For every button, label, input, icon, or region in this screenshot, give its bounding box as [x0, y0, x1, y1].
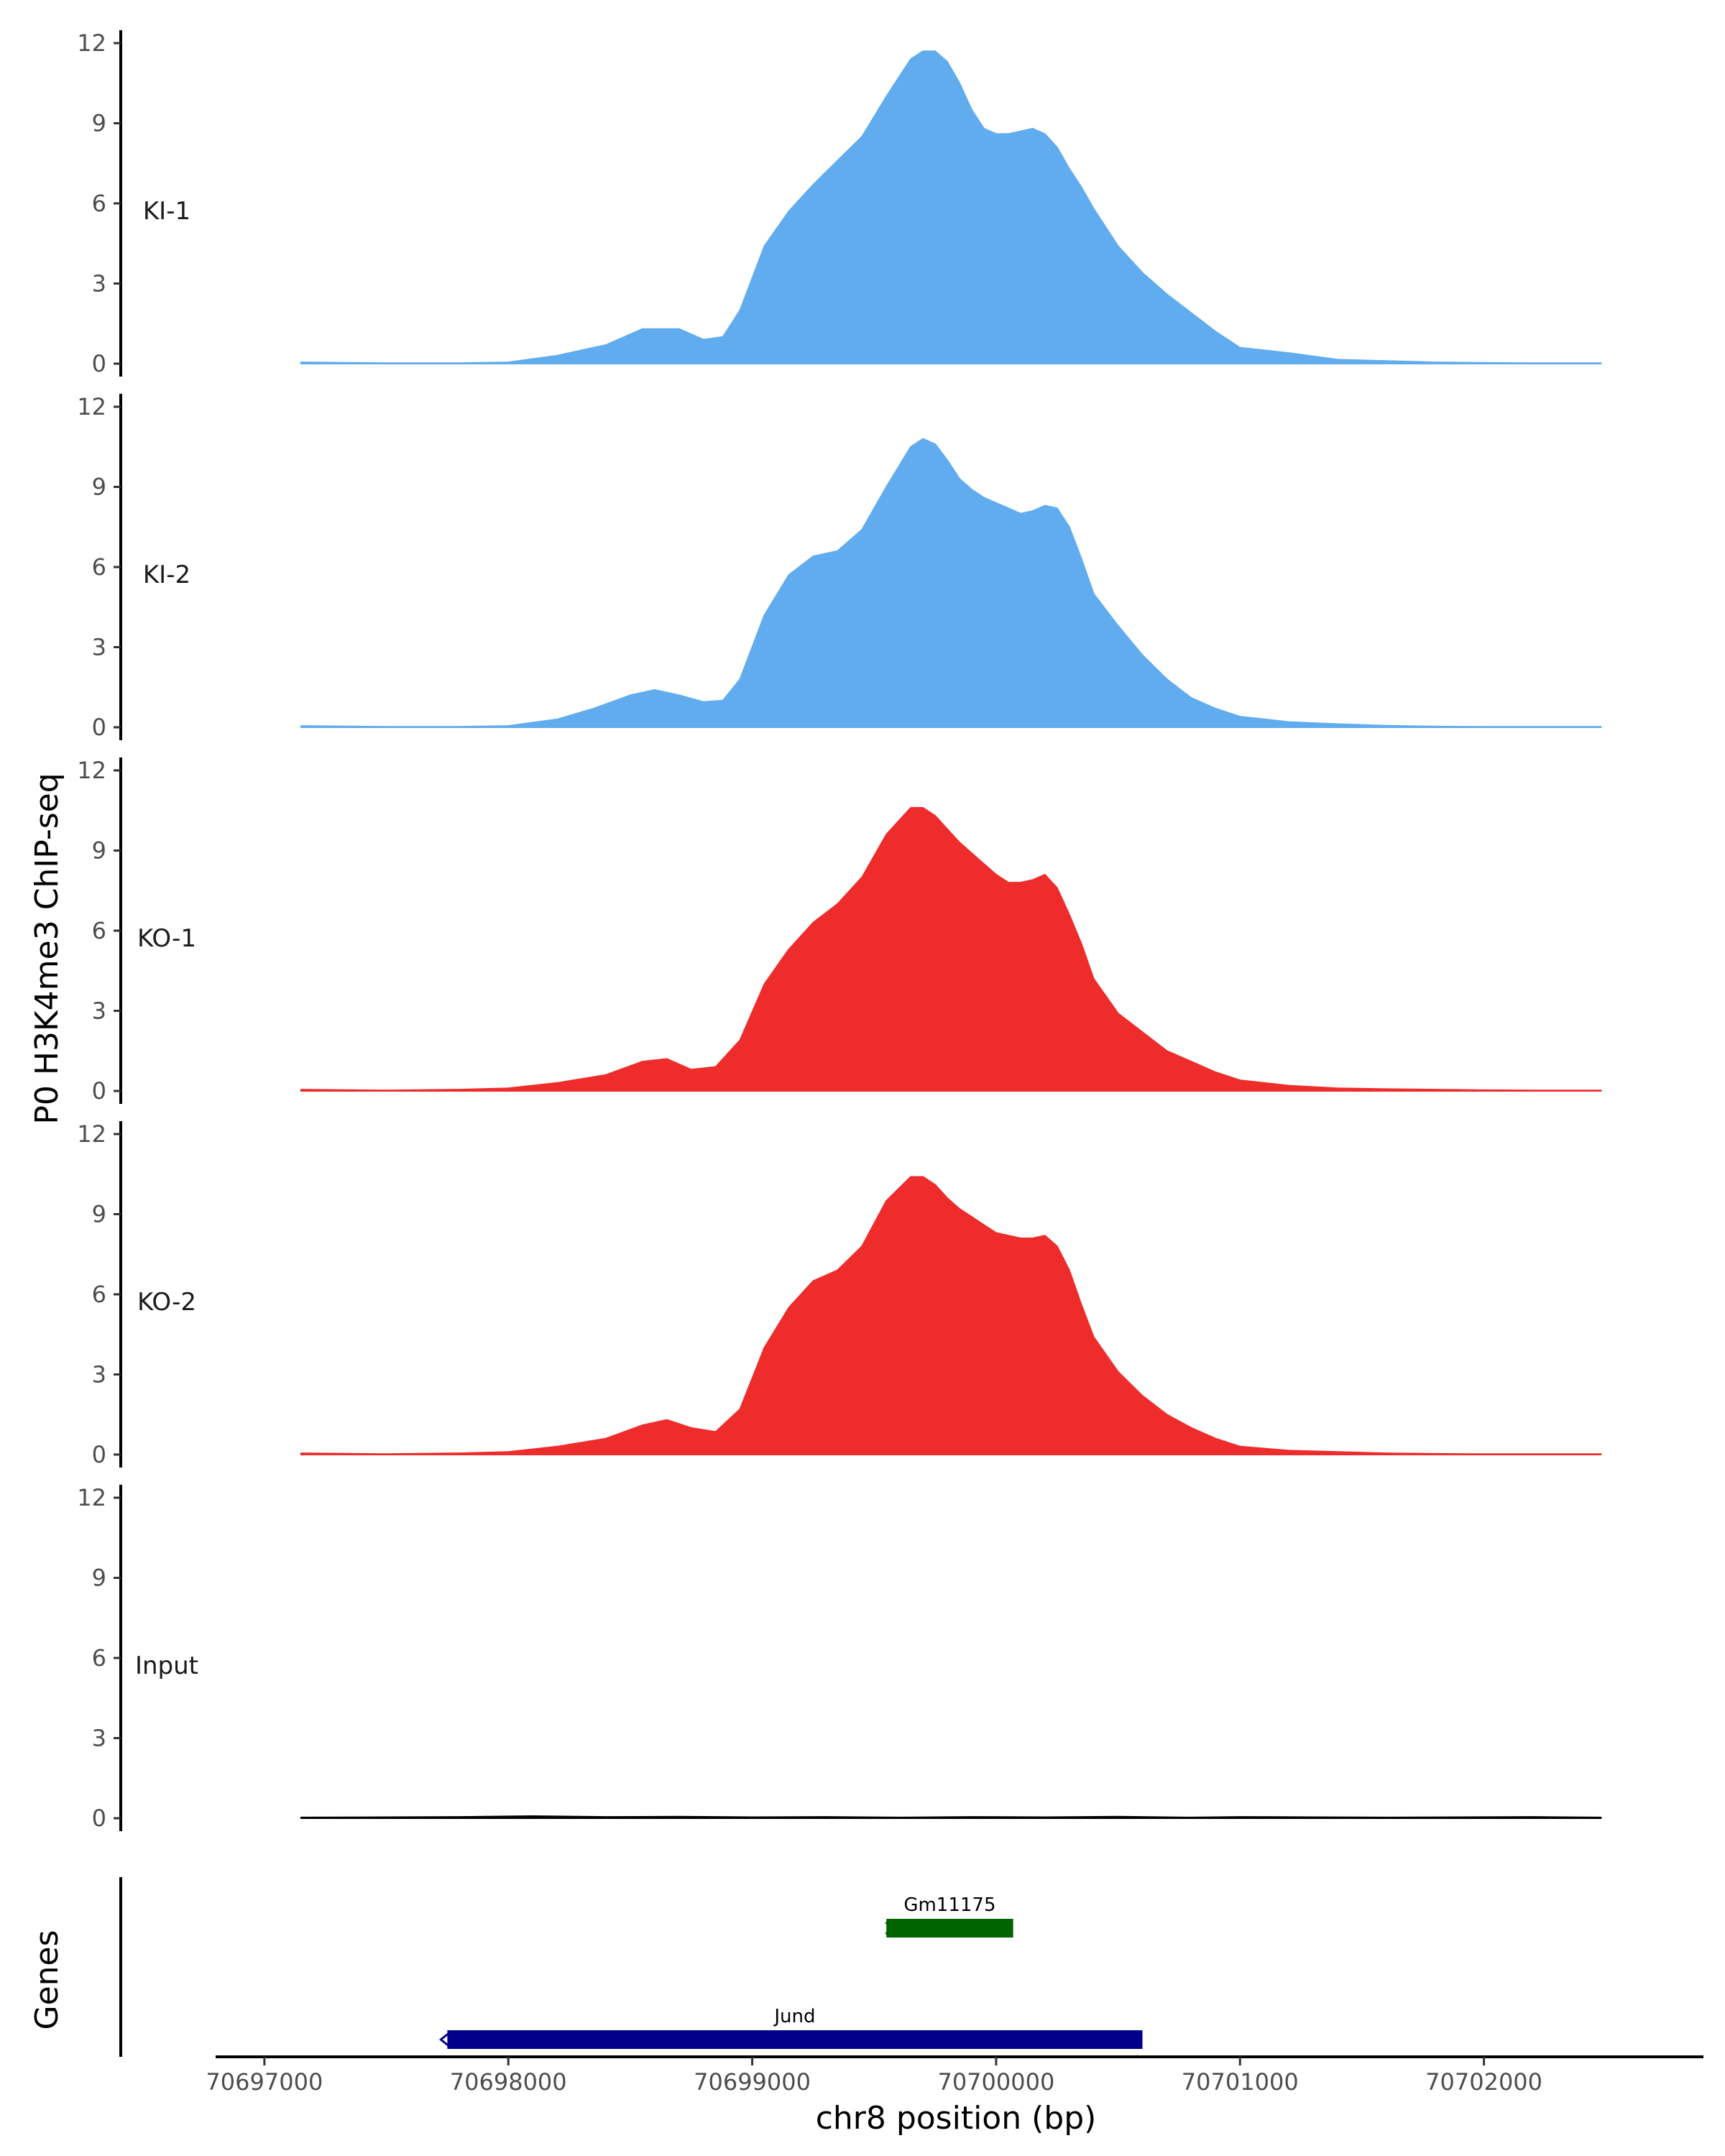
x-tick-label: 70701000 — [1182, 2068, 1299, 2096]
gene-jund: Jund — [438, 2006, 1143, 2049]
gene-gm11175: Gm11175 — [885, 1894, 1013, 1938]
y-tick-label: 3 — [92, 634, 106, 661]
y-tick-label: 0 — [92, 350, 106, 377]
gene-label: Gm11175 — [903, 1894, 995, 1916]
strand-arrow — [438, 2032, 449, 2047]
coverage-area-ko-1 — [300, 807, 1602, 1092]
coverage-area-ki-2 — [300, 438, 1602, 728]
track-ko-1: 0 3 6 9 12 KO-1 — [77, 757, 1602, 1105]
x-tick-label: 70698000 — [450, 2068, 567, 2096]
y-tick-label: 3 — [92, 1725, 106, 1752]
coverage-area-ki-1 — [300, 50, 1602, 364]
gene-body — [886, 1919, 1013, 1938]
y-tick-label: 12 — [77, 1120, 106, 1148]
y-tick-label: 0 — [92, 1805, 106, 1832]
y-tick-label: 9 — [92, 1201, 106, 1228]
y-tick-label: 12 — [77, 757, 106, 784]
track-ki-2: 0 3 6 9 12 KI-2 — [77, 393, 1602, 741]
x-tick-label: 70697000 — [206, 2068, 323, 2096]
track-label: KI-1 — [143, 197, 190, 226]
y-tick-label: 6 — [92, 190, 106, 217]
coverage-area-input — [300, 1815, 1602, 1819]
y-axis-title: P0 H3K4me3 ChIP-seq — [29, 773, 65, 1124]
y-tick-label: 6 — [92, 553, 106, 581]
x-axis-title: chr8 position (bp) — [816, 2100, 1097, 2137]
y-tick-label: 6 — [92, 1281, 106, 1308]
x-axis: 70697000 70698000 70699000 70700000 70701000… — [206, 2055, 1703, 2096]
y-tick-label: 12 — [77, 393, 106, 420]
track-label: KI-2 — [143, 561, 190, 589]
track-label: Input — [135, 1651, 198, 1680]
coverage-area-ko-2 — [300, 1176, 1602, 1455]
y-tick-label: 9 — [92, 474, 106, 501]
coverage-tracks: 0 3 6 9 12 KI-1 0 3 6 9 12 KI-2 0 3 6 9 12 KO-1 0 3 6 9 12 KO-2… — [77, 29, 1602, 1832]
y-tick-label: 3 — [92, 998, 106, 1025]
y-tick-label: 0 — [92, 1077, 106, 1105]
y-tick-label: 9 — [92, 1565, 106, 1592]
track-label: KO-2 — [137, 1288, 196, 1317]
gene-label: Jund — [773, 2006, 815, 2027]
y-tick-label: 6 — [92, 1644, 106, 1672]
y-tick-label: 3 — [92, 270, 106, 298]
strand-arrow — [885, 1921, 895, 1935]
y-tick-label: 12 — [77, 29, 106, 57]
x-tick-label: 70702000 — [1425, 2068, 1542, 2096]
track-ki-1: 0 3 6 9 12 KI-1 — [77, 29, 1602, 377]
y-tick-label: 3 — [92, 1361, 106, 1388]
y-tick-label: 0 — [92, 714, 106, 741]
y-tick-label: 6 — [92, 917, 106, 944]
track-label: KO-1 — [137, 924, 196, 953]
y-tick-label: 9 — [92, 837, 106, 865]
y-tick-label: 12 — [77, 1484, 106, 1511]
track-ko-2: 0 3 6 9 12 KO-2 — [77, 1120, 1602, 1468]
gene-body — [447, 2030, 1143, 2049]
y-tick-label: 9 — [92, 110, 106, 137]
track-input: 0 3 6 9 12 Input — [77, 1484, 1602, 1832]
y-tick-label: 0 — [92, 1441, 106, 1468]
genes-panel: Gm11175 Jund — [119, 1877, 1143, 2057]
x-tick-label: 70700000 — [937, 2068, 1054, 2096]
genes-axis-title: Genes — [29, 1930, 65, 2030]
x-tick-label: 70699000 — [694, 2068, 811, 2096]
